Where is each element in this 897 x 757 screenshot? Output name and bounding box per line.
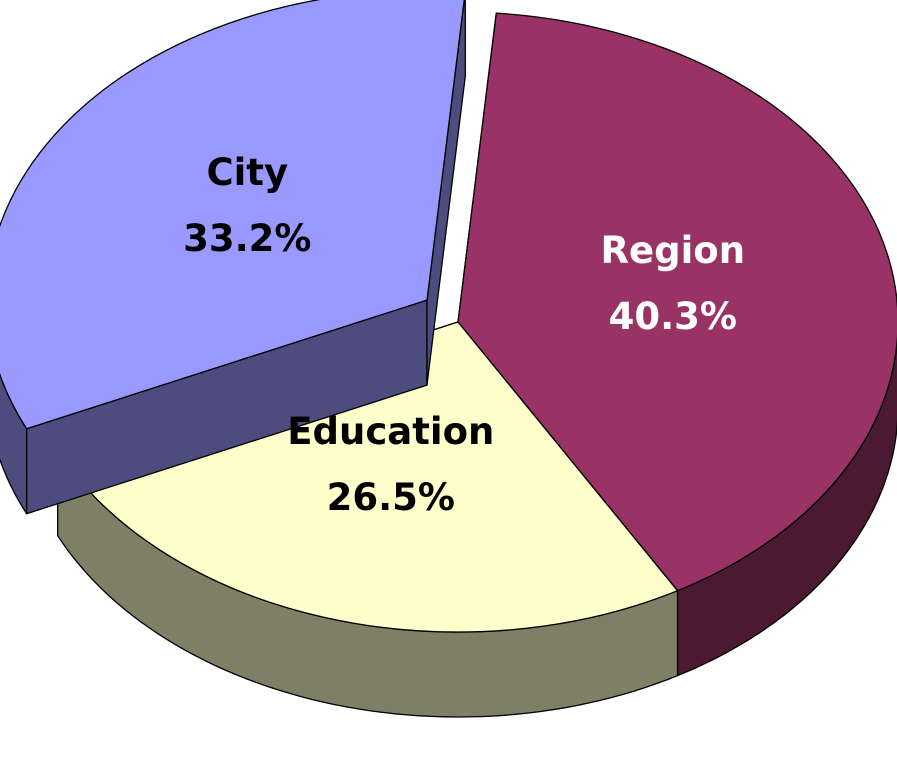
value-label: 40.3% [609,295,737,338]
slice-label: Region [601,229,746,272]
slice [457,12,897,592]
slice [57,321,679,633]
slice-label: City [206,151,288,194]
value-label: 26.5% [327,476,455,519]
slice-label: Education [287,410,494,453]
value-label: 33.2% [183,217,311,260]
slice [0,0,465,430]
